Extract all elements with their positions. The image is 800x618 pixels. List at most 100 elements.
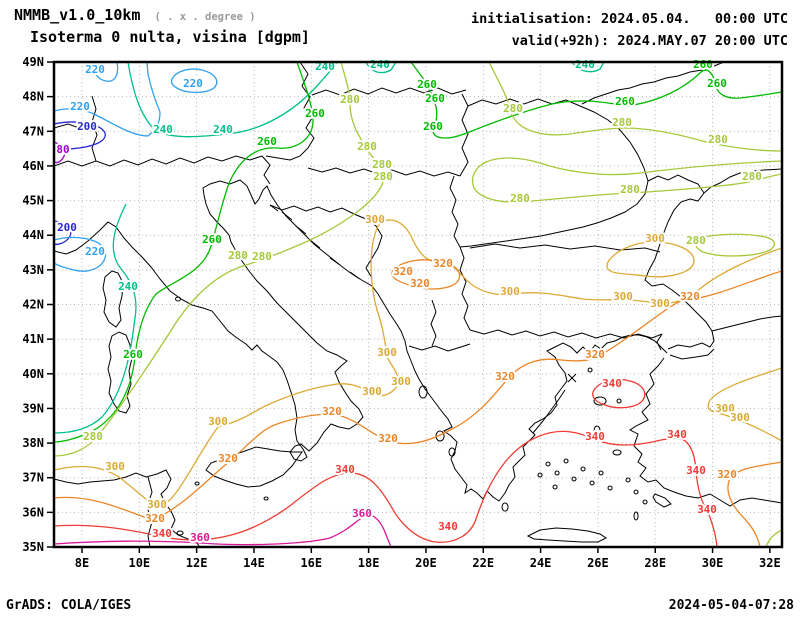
contour-280 — [765, 529, 782, 547]
contour-label: 260 — [615, 95, 635, 108]
contour-label: 320 — [393, 265, 413, 278]
contour-220 — [54, 236, 107, 272]
contour-320 — [54, 270, 782, 521]
lon-label: 32E — [759, 556, 781, 570]
contour-label: 260 — [417, 78, 437, 91]
contour-label: 320 — [495, 370, 515, 383]
contour-240 — [571, 62, 605, 73]
contour-300 — [707, 367, 782, 442]
contour-label: 280 — [372, 158, 392, 171]
contour-label: 300 — [365, 213, 385, 226]
contour-label: 220 — [85, 63, 105, 76]
contour-label: 240 — [153, 123, 173, 136]
contour-280 — [695, 233, 775, 257]
contour-label: 320 — [218, 452, 238, 465]
lat-label: 45N — [22, 194, 44, 208]
coast-marmara — [667, 330, 715, 360]
valid-time: valid(+92h): 2024.MAY.07 20:00 UTC — [511, 33, 788, 49]
contour-260 — [410, 62, 782, 139]
contour-label: 320 — [410, 277, 430, 290]
lat-label: 44N — [22, 228, 44, 242]
contour-360 — [54, 514, 392, 547]
coast-north-africa — [54, 469, 201, 547]
contour-200 — [54, 220, 72, 245]
contour-label: 260 — [305, 107, 325, 120]
grads-credit: GrADS: COLA/IGES — [6, 598, 132, 613]
contour-lines — [54, 62, 782, 547]
border-central-europe — [265, 62, 469, 177]
contour-label: 220 — [85, 245, 105, 258]
lat-label: 40N — [22, 367, 44, 381]
contour-label: 260 — [423, 120, 443, 133]
contour-200 — [54, 121, 106, 150]
header-model-line: NMMB_v1.0_10km ( . x . degree ) — [14, 6, 310, 24]
creation-timestamp: 2024-05-04-07:28 — [668, 598, 794, 613]
contour-180 — [54, 141, 66, 164]
contour-label: 260 — [707, 77, 727, 90]
contour-label: 320 — [145, 512, 165, 525]
contour-320 — [727, 461, 782, 547]
axis-labels: 8E 10E 12E 14E 16E 18E 20E 22E 24E 26E 28E 30E 32E 49… — [22, 55, 780, 570]
coast-sicily — [205, 446, 303, 488]
contour-label: 280 — [686, 234, 706, 247]
lat-label: 41N — [22, 332, 44, 346]
contour-label: 340 — [667, 428, 687, 441]
lon-label: 10E — [128, 556, 150, 570]
contour-280 — [54, 62, 385, 457]
contour-label: 300 — [208, 415, 228, 428]
coast-corsica — [102, 270, 124, 328]
lat-label: 36N — [22, 505, 44, 519]
lat-label: 46N — [22, 159, 44, 173]
contour-label: 260 — [257, 135, 277, 148]
contour-label: 260 — [123, 348, 143, 361]
grid-note: ( . x . degree ) — [154, 11, 256, 23]
contour-label: 260 — [693, 58, 713, 71]
header-left: NMMB_v1.0_10km ( . x . degree ) Isoterma … — [14, 6, 310, 46]
border-romania — [449, 62, 725, 248]
lat-label: 42N — [22, 298, 44, 312]
contour-label: 240 — [118, 280, 138, 293]
border-bulgaria-balkans — [408, 243, 663, 352]
lat-label: 35N — [22, 540, 44, 554]
contour-label: 300 — [613, 290, 633, 303]
lon-label: 22E — [472, 556, 494, 570]
contour-label: 300 — [650, 297, 670, 310]
contour-label: 300 — [377, 346, 397, 359]
model-name: NMMB_v1.0_10km — [14, 6, 141, 24]
grid-lines — [54, 62, 782, 547]
contour-label: 340 — [152, 527, 172, 540]
coast-italy-balkans — [54, 179, 668, 502]
lon-label: 16E — [300, 556, 322, 570]
contour-label: 280 — [228, 249, 248, 262]
lat-label: 49N — [22, 55, 44, 69]
axis-ticks — [47, 61, 771, 553]
contour-260 — [54, 62, 314, 443]
contour-340 — [54, 430, 718, 547]
contour-label: 320 — [585, 348, 605, 361]
lon-label: 24E — [530, 556, 552, 570]
contour-label: 80 — [56, 143, 69, 156]
contour-280 — [471, 157, 782, 203]
lat-label: 47N — [22, 124, 44, 138]
contour-label: 260 — [202, 233, 222, 246]
contour-label: 280 — [612, 116, 632, 129]
lat-label: 43N — [22, 263, 44, 277]
contour-340 — [592, 378, 646, 409]
contour-label: 360 — [352, 507, 372, 520]
contour-220 — [170, 68, 218, 94]
lon-label: 18E — [358, 556, 380, 570]
contour-label: 200 — [57, 221, 77, 234]
contour-label: 240 — [370, 58, 390, 71]
contour-label: 340 — [686, 464, 706, 477]
contour-label: 200 — [77, 120, 97, 133]
contour-label: 300 — [645, 232, 665, 245]
lon-label: 26E — [587, 556, 609, 570]
init-time: initialisation: 2024.05.04. 00:00 UTC — [471, 11, 788, 27]
coastlines-borders — [54, 62, 782, 547]
coast-turkey-aegean — [629, 357, 782, 507]
lon-label: 28E — [644, 556, 666, 570]
lat-label: 37N — [22, 471, 44, 485]
